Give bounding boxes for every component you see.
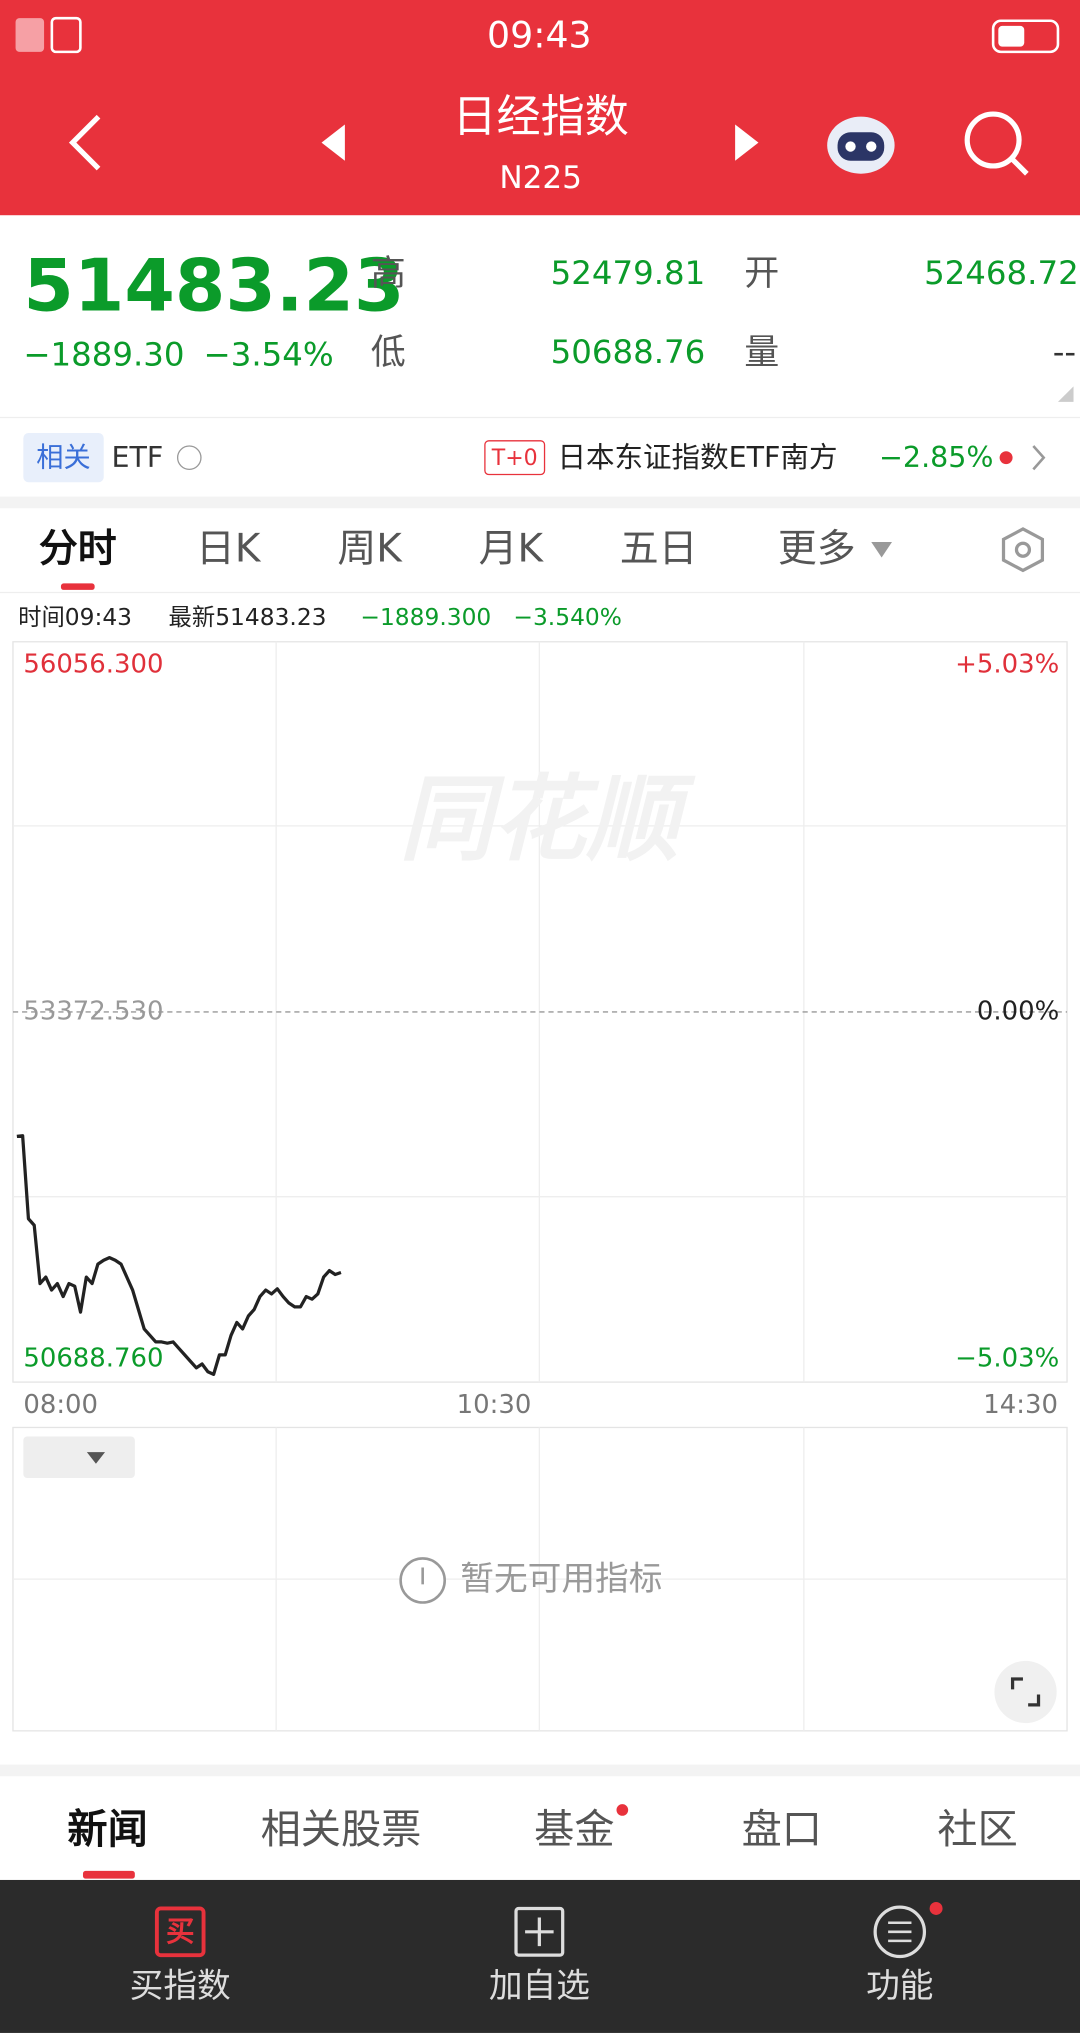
battery-level <box>998 25 1025 47</box>
volume-value: -- <box>1053 333 1076 371</box>
fullscreen-icon <box>1010 1677 1041 1707</box>
content-tabs: 新闻 相关股票 基金 盘口 社区 <box>67 1807 1017 1853</box>
volume-label: 量 <box>744 333 779 373</box>
open-label: 开 <box>744 254 779 294</box>
next-button[interactable] <box>735 124 759 161</box>
info-time: 时间09:43 <box>18 603 132 631</box>
price-line <box>16 1134 342 1376</box>
etf-name[interactable]: 日本东证指数ETF南方 <box>558 441 838 474</box>
etf-arrow[interactable] <box>1032 445 1046 471</box>
menu-icon-lines <box>888 1921 912 1943</box>
info-change: −1889.300 <box>360 603 491 631</box>
tab[interactable]: 日K <box>196 527 262 572</box>
prev-button[interactable] <box>321 124 345 161</box>
tab[interactable]: 五日 <box>620 527 698 572</box>
dropdown-arrow <box>86 1452 106 1464</box>
tab[interactable]: 月K <box>479 527 545 572</box>
watermark: 同花顺 <box>399 765 696 874</box>
nav-item[interactable]: 加自选 <box>489 1966 590 2005</box>
red-dot <box>999 451 1013 465</box>
nav-bar: 买指数 加自选 功能 <box>130 1966 934 2005</box>
pct-label: −5.03% <box>955 1343 1059 1373</box>
content-tab[interactable]: 相关股票 <box>261 1807 422 1853</box>
tab-indicator <box>82 1870 135 1879</box>
t0-tag: T+0 <box>491 446 538 471</box>
y-tick-label: 50688.760 <box>23 1343 163 1373</box>
info-latest: 最新51483.23 <box>169 603 327 631</box>
content-tab[interactable]: 新闻 <box>67 1807 147 1853</box>
y-tick-label: 56056.300 <box>23 650 163 680</box>
add-icon <box>514 1906 565 1957</box>
separator <box>0 496 1080 509</box>
tab-bar: 分时 日K 周K 月K 五日 更多 <box>39 527 856 572</box>
x-tick-label: 08:00 <box>23 1390 98 1420</box>
y-tick-label: 53372.530 <box>23 996 163 1026</box>
low-value: 50688.76 <box>551 333 706 371</box>
menu-icon <box>873 1905 927 1959</box>
high-label: 高 <box>371 254 406 294</box>
back-button[interactable] <box>68 114 101 171</box>
tab[interactable]: 分时 <box>39 527 117 572</box>
page-title: 日经指数 <box>452 91 628 142</box>
header-bg <box>0 0 1080 216</box>
pct-label: 0.00% <box>977 996 1059 1026</box>
open-value: 52468.72 <box>924 254 1079 292</box>
search-button[interactable] <box>964 111 1022 169</box>
tab-indicator <box>60 583 95 590</box>
pct-label: +5.03% <box>955 650 1059 680</box>
etf-tag-bg <box>23 433 104 483</box>
buy-icon: 买 <box>166 1915 195 1948</box>
content-tab[interactable]: 基金 <box>534 1807 614 1853</box>
search-handle <box>1009 156 1029 176</box>
price-change: −1889.30 <box>23 336 184 374</box>
x-tick-label: 10:30 <box>457 1390 532 1420</box>
notify-icon <box>50 16 82 54</box>
content-tab[interactable]: 盘口 <box>742 1807 822 1853</box>
price: 51483.23 <box>23 244 404 328</box>
intraday-chart: 同花顺 56056.300 +5.03% 53372.530 0.00% 50688.7… <box>12 641 1068 1383</box>
buy-icon-frame <box>154 1906 206 1958</box>
price-change-pct: −3.54% <box>204 336 334 374</box>
robot-eye <box>866 141 877 152</box>
separator <box>0 1764 1080 1777</box>
robot-eye <box>845 141 856 152</box>
content-tab[interactable]: 社区 <box>937 1807 1017 1853</box>
indicator-empty: 暂无可用指标 <box>460 1559 662 1598</box>
etf-change: −2.85% <box>879 441 993 474</box>
high-value: 52479.81 <box>551 254 706 292</box>
etf-tag: 相关 <box>36 442 90 473</box>
tab[interactable]: 周K <box>337 527 403 572</box>
page-code: N225 <box>499 160 582 196</box>
status-time: 09:43 <box>487 14 592 57</box>
etf-label: ETF <box>112 441 164 474</box>
add-icon-plus <box>525 1917 554 1947</box>
notify-icon <box>15 18 45 52</box>
nav-item[interactable]: 功能 <box>866 1966 933 2005</box>
nav-item[interactable]: 买指数 <box>130 1966 231 2005</box>
expand-corner[interactable] <box>1057 386 1074 402</box>
fullscreen-button[interactable] <box>994 1660 1057 1724</box>
low-label: 低 <box>371 333 406 373</box>
help-icon[interactable] <box>176 445 202 470</box>
x-tick-label: 14:30 <box>983 1390 1058 1420</box>
t0-tag-bg <box>484 440 546 476</box>
robot-face <box>837 132 885 161</box>
red-dot <box>616 1804 629 1816</box>
settings-dot <box>1014 541 1032 558</box>
battery <box>991 19 1060 54</box>
indicator-dropdown[interactable] <box>23 1436 135 1479</box>
red-dot <box>929 1901 943 1915</box>
tab[interactable]: 更多 <box>778 527 856 572</box>
settings-button[interactable] <box>1001 527 1045 573</box>
info-change-pct: −3.540% <box>513 603 622 631</box>
more-arrow <box>871 541 893 558</box>
